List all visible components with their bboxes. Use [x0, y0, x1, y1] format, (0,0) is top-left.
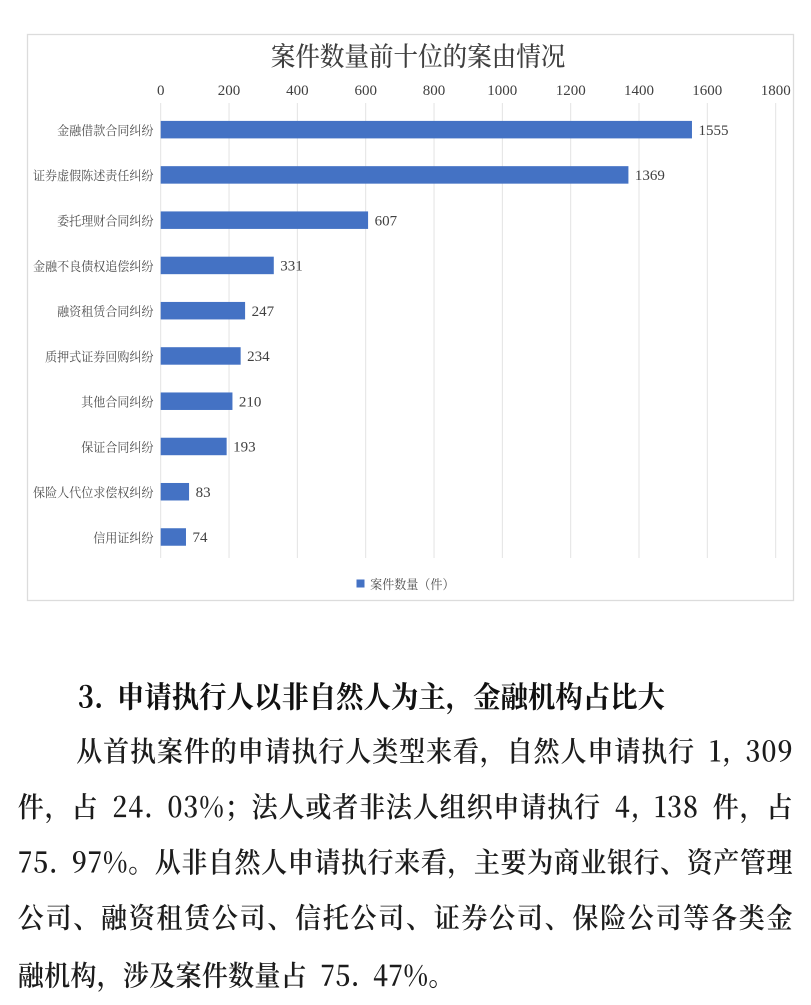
svg-text:0: 0 — [157, 83, 165, 99]
svg-text:1600: 1600 — [692, 83, 722, 99]
svg-text:1200: 1200 — [556, 83, 586, 99]
svg-text:193: 193 — [233, 440, 256, 456]
svg-text:331: 331 — [280, 259, 303, 275]
svg-text:1400: 1400 — [624, 83, 654, 99]
svg-text:210: 210 — [239, 394, 262, 410]
svg-text:200: 200 — [218, 83, 241, 99]
svg-text:1555: 1555 — [699, 123, 729, 139]
svg-text:607: 607 — [375, 213, 398, 229]
svg-text:74: 74 — [193, 530, 209, 546]
svg-text:83: 83 — [196, 485, 211, 501]
svg-text:234: 234 — [247, 349, 270, 365]
svg-text:1000: 1000 — [487, 83, 517, 99]
svg-text:1369: 1369 — [635, 168, 665, 184]
svg-text:247: 247 — [252, 304, 275, 320]
svg-text:600: 600 — [354, 83, 377, 99]
svg-text:400: 400 — [286, 83, 309, 99]
svg-text:800: 800 — [423, 83, 446, 99]
svg-text:1800: 1800 — [761, 83, 791, 99]
